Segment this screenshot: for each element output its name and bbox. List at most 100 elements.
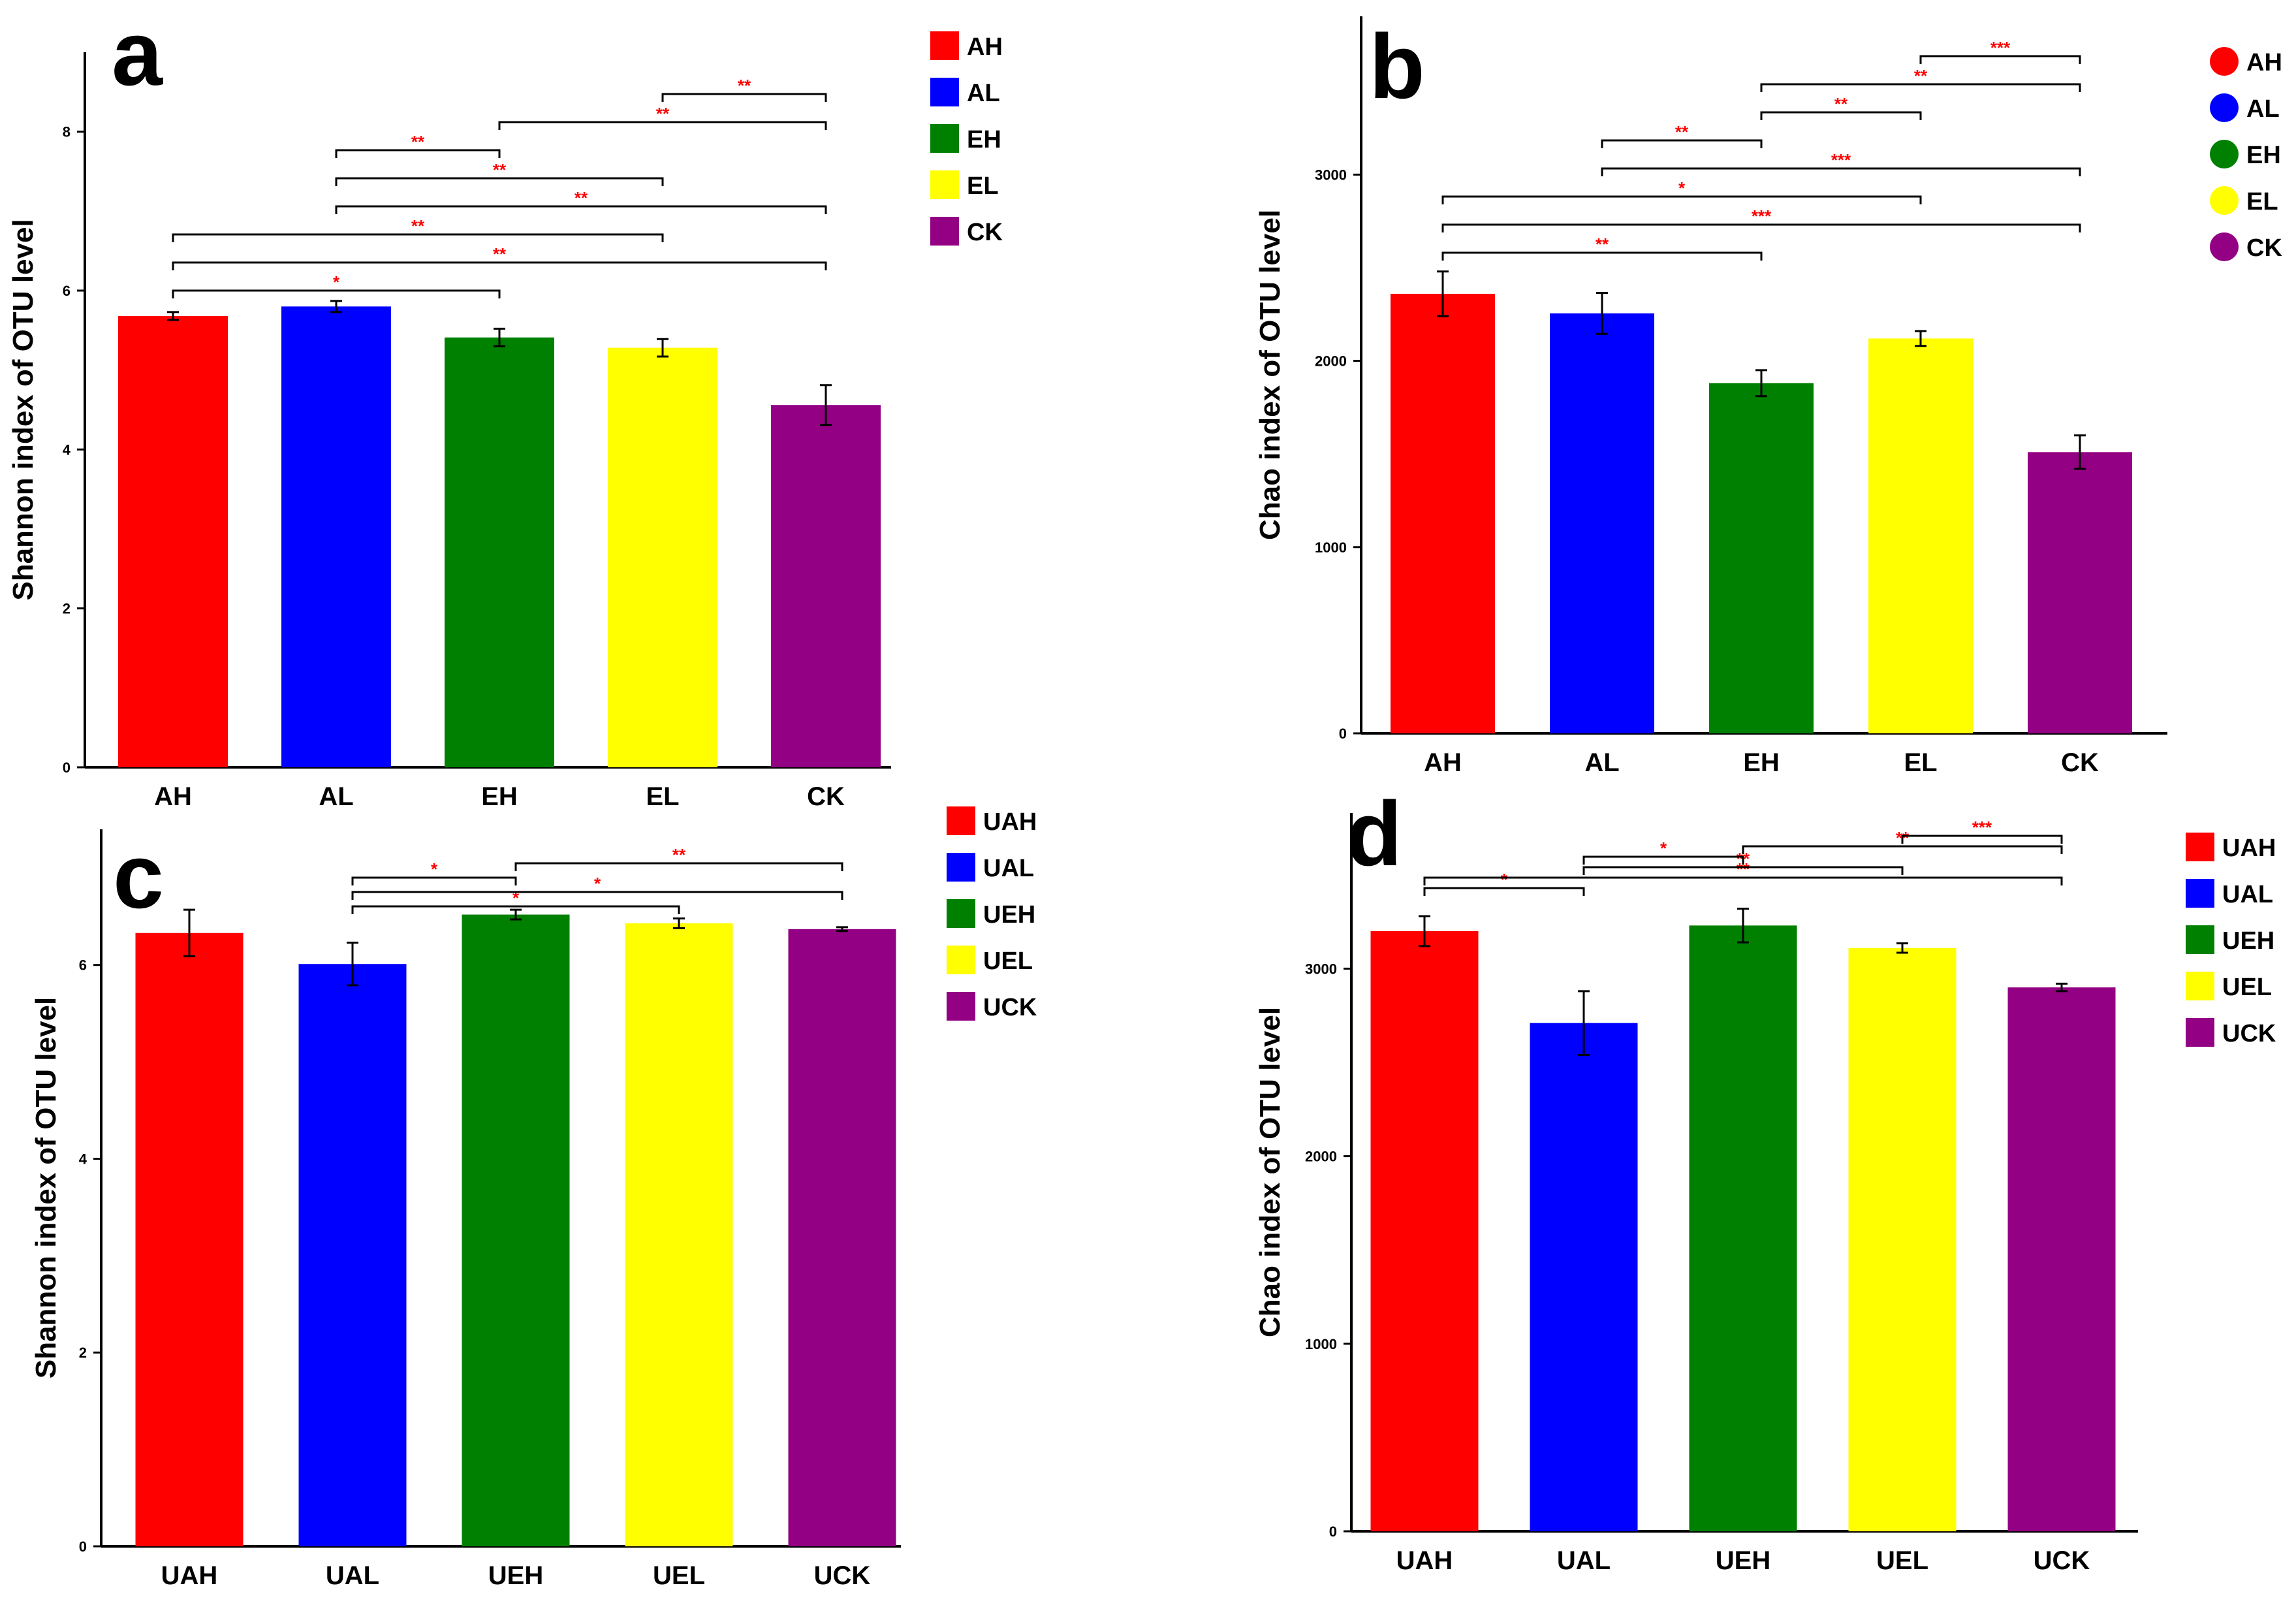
significance-label: *** (1990, 38, 2011, 57)
legend-swatch (2186, 879, 2214, 908)
significance-bracket (1441, 195, 1922, 204)
x-tick-label: CK (2061, 748, 2099, 777)
legend-swatch (947, 946, 975, 974)
y-tick-label: 0 (1339, 725, 1347, 742)
significance-bracket (1423, 887, 1585, 896)
y-tick-label: 2 (79, 1345, 87, 1361)
bar-AH (1391, 293, 1495, 733)
x-tick-label: AH (1424, 748, 1462, 777)
legend-label: UCK (983, 994, 1037, 1021)
x-tick-label: AL (319, 782, 353, 811)
significance-label: ** (656, 104, 670, 123)
bar-AL (1550, 313, 1654, 733)
legend-label: UAH (2222, 835, 2276, 862)
legend-swatch (930, 124, 959, 153)
significance-label: *** (1752, 206, 1772, 226)
significance-bracket (335, 177, 664, 186)
significance-bracket (1760, 83, 2081, 92)
bar-UAH (135, 932, 244, 1546)
y-tick-label: 8 (63, 124, 71, 140)
significance-bracket (172, 233, 664, 242)
x-tick-label: EL (646, 782, 679, 811)
y-axis-title: Chao index of OTU level (1254, 1007, 1286, 1337)
significance-bracket (172, 289, 501, 298)
bar-UAH (1370, 931, 1479, 1531)
legend-swatch (947, 992, 975, 1021)
significance-bracket (1441, 223, 2081, 232)
y-axis-title: Chao index of OTU level (1254, 210, 1286, 540)
bar-UEH (462, 914, 570, 1546)
significance-label: ** (1596, 234, 1609, 254)
significance-bracket (1901, 835, 2063, 844)
chart-panel-a: 0 2 4 6 8 Shannon index of OTU level a AH AL EH EL… (7, 2, 1003, 811)
bar-EH (445, 337, 554, 767)
legend-swatch (2186, 925, 2214, 954)
legend-label: UEH (983, 901, 1035, 929)
legend-label: UEH (2222, 927, 2274, 955)
legend-swatch (2210, 232, 2239, 261)
bar-UAL (1530, 1023, 1638, 1531)
y-tick-label: 1000 (1315, 539, 1347, 556)
legend-label: UEL (2222, 974, 2272, 1001)
bar-UEH (1689, 925, 1797, 1531)
chart-panel-d: 0 1000 2000 3000 Chao index of OTU level d UAH… (1254, 782, 2276, 1575)
bar-UAL (298, 964, 407, 1546)
bar-UEL (625, 923, 733, 1546)
significance-label: ** (411, 132, 425, 151)
legend-label: EH (2246, 142, 2281, 169)
y-tick-label: 0 (63, 759, 71, 776)
x-tick-label: UEL (653, 1561, 705, 1590)
x-tick-label: UAL (326, 1561, 379, 1590)
significance-label: ** (574, 188, 588, 208)
significance-bracket (172, 261, 827, 270)
legend-swatch (2210, 140, 2239, 168)
legend-swatch (2210, 47, 2239, 76)
bar-EL (1868, 338, 1973, 733)
legend-swatch (947, 853, 975, 882)
legend-label: EL (967, 172, 999, 200)
legend-swatch (2210, 93, 2239, 122)
significance-label: ** (1675, 122, 1689, 142)
y-tick-label: 0 (79, 1538, 87, 1555)
x-tick-label: EL (1904, 748, 1937, 777)
significance-label: ** (1914, 66, 1928, 86)
legend-label: UEL (983, 948, 1033, 975)
y-tick-label: 0 (1329, 1523, 1337, 1540)
significance-label: * (1501, 870, 1508, 889)
legend-label: CK (2246, 234, 2282, 262)
legend-swatch (930, 78, 959, 106)
legend-swatch (930, 170, 959, 199)
legend-swatch (2186, 972, 2214, 1000)
x-tick-label: EH (481, 782, 518, 811)
significance-bracket (335, 205, 827, 214)
x-tick-label: AL (1584, 748, 1619, 777)
legend-swatch (947, 899, 975, 928)
legend-label: EL (2246, 188, 2278, 215)
x-tick-label: UAH (1396, 1546, 1453, 1575)
panel-letter: b (1369, 15, 1425, 118)
y-tick-label: 2 (63, 601, 71, 617)
significance-label: ** (411, 216, 425, 236)
significance-bracket (1919, 55, 2081, 64)
significance-label: ** (493, 244, 507, 264)
significance-bracket (1742, 845, 2063, 854)
panel-letter: c (113, 825, 164, 927)
legend-swatch (2210, 186, 2239, 215)
legend-label: EH (967, 126, 1001, 153)
legend-label: AL (967, 80, 1000, 107)
significance-bracket (1582, 866, 1904, 875)
chart-panel-b: 0 1000 2000 3000 Chao index of OTU level b AH A… (1254, 15, 2282, 777)
y-tick-label: 3000 (1305, 961, 1337, 977)
legend-label: UAH (983, 808, 1037, 836)
y-tick-label: 3000 (1315, 167, 1347, 183)
chart-panel-c: 0 2 4 6 Shannon index of OTU level c UAH UAL UEH… (30, 806, 1037, 1590)
x-tick-label: UEH (1716, 1546, 1770, 1575)
legend-label: UAL (2222, 881, 2273, 908)
significance-bracket (351, 905, 680, 914)
bar-AL (281, 306, 391, 767)
panel-letter: a (112, 2, 163, 104)
significance-label: ** (738, 76, 751, 95)
legend-label: AH (2246, 49, 2282, 76)
